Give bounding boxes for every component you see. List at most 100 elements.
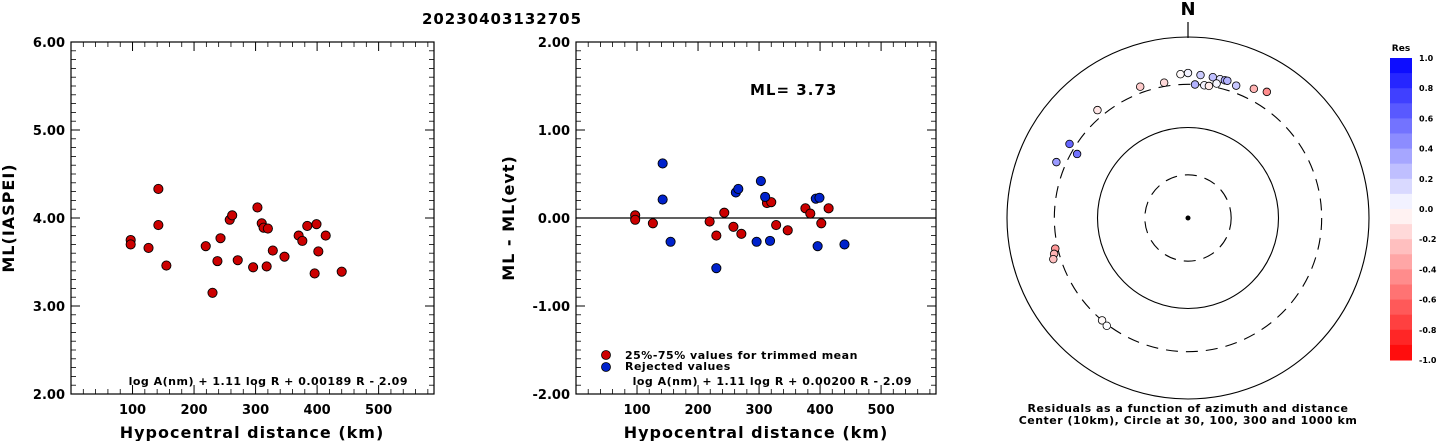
station-point	[1176, 70, 1185, 79]
event-title: 20230403132705	[422, 10, 582, 28]
plot2-point	[839, 239, 850, 250]
plot1-xtick-label: 300	[242, 403, 269, 418]
plot2-ytick-label: 0.00	[538, 212, 570, 227]
colorbar-tick-label: 1.0	[1419, 54, 1434, 63]
colorbar-cell	[1390, 163, 1412, 180]
station-point	[1102, 321, 1111, 330]
plot1-point	[227, 210, 238, 221]
station-point	[1223, 76, 1232, 85]
plot1-ytick-label: 2.00	[33, 388, 65, 403]
north-label: N	[1180, 0, 1195, 20]
azimuth-distance-residual-plot: N Residuals as a function of azimuth and…	[1006, 0, 1370, 427]
station-point	[1231, 81, 1241, 90]
plot2-xtick-label: 100	[623, 403, 650, 418]
plot1-point	[302, 220, 313, 231]
distance-ring	[1144, 174, 1232, 262]
colorbar-cell	[1390, 118, 1412, 134]
colorbar-cell	[1390, 148, 1412, 165]
plot2-point	[782, 225, 793, 236]
plot1-xtick-label: 400	[304, 403, 331, 418]
legend-label-rejected: Rejected values	[625, 360, 731, 373]
colorbar-tick-label: -0.4	[1419, 265, 1437, 274]
colorbar-tick-label: -0.2	[1419, 235, 1437, 244]
plot1-point	[320, 230, 331, 241]
colorbar-cell	[1390, 224, 1412, 240]
plot2-point	[814, 192, 825, 203]
plot2-point	[704, 216, 715, 227]
colorbar-tick-label: 0.2	[1419, 175, 1433, 184]
station-point	[1204, 81, 1214, 91]
plot2-point	[812, 241, 823, 252]
plot1-point	[297, 235, 308, 246]
colorbar-cells	[1390, 58, 1412, 361]
plot1-point	[232, 255, 243, 266]
plot2-point	[823, 203, 834, 214]
plot2-point	[665, 236, 676, 247]
plot1-point	[262, 223, 273, 234]
plot2-xtick-label: 500	[868, 403, 895, 418]
plot2-point	[771, 219, 782, 231]
plot1-xlabel: Hypocentral distance (km)	[120, 423, 385, 441]
plot2-point	[755, 175, 766, 187]
colorbar-title: Res	[1392, 44, 1410, 54]
colorbar-cell	[1390, 103, 1412, 119]
distance-ring	[1006, 36, 1370, 400]
station-point	[1097, 316, 1107, 325]
plot1-point	[311, 219, 322, 230]
plot2-ytick-label: 2.00	[538, 36, 570, 51]
plot1-point	[215, 233, 226, 244]
plot1-point	[279, 251, 290, 262]
station-point	[1249, 84, 1259, 94]
station-point	[1072, 149, 1082, 159]
distance-ring	[1053, 83, 1323, 353]
plot2-ytick-label: 1.00	[538, 124, 570, 139]
plot2-point	[719, 207, 730, 218]
colorbar-tick-label: -1.0	[1419, 356, 1437, 365]
magnitude-vs-distance-plot: 100 200 300 400 500 2.00 3.00 4.00 5.00 6.00 Hypo…	[0, 36, 435, 441]
station-point	[1196, 70, 1205, 80]
station-point	[1262, 87, 1272, 97]
colorbar-cell	[1390, 239, 1412, 255]
colorbar-tick-label: -0.8	[1419, 326, 1437, 335]
plot2-formula: log A(nm) + 1.11 log R + 0.00200 R - 2.0…	[633, 375, 912, 388]
plot1-ytick-label: 3.00	[33, 300, 65, 315]
colorbar-cell	[1390, 329, 1412, 346]
colorbar-cell	[1390, 254, 1412, 270]
station-point	[1136, 82, 1145, 91]
plot1-ytick-label: 6.00	[33, 36, 65, 51]
plot1-point	[143, 242, 154, 253]
plot2-xtick-label: 300	[745, 403, 772, 418]
colorbar-cell	[1390, 178, 1412, 195]
plot1-ytick-label: 4.00	[33, 212, 65, 227]
residual-colorbar: Res 1.0 0.8 0.6 0.4 0.2 0.0 -0.2 -0.4 -0.6 -0.8 -1…	[1390, 44, 1437, 365]
plot1-ylabel: ML(IASPEI)	[0, 163, 18, 272]
residual-vs-distance-plot: 100 200 300 400 500 -2.00 -1.00 0.00 1.00 2.00 ML…	[499, 36, 937, 441]
plot1-point	[261, 261, 272, 272]
station-point	[1052, 157, 1061, 167]
plot1-ytick-label: 5.00	[33, 124, 65, 139]
plot2-point	[760, 191, 771, 202]
plot2-point	[764, 235, 776, 246]
colorbar-cell	[1390, 209, 1412, 225]
plot1-xtick-label: 100	[119, 403, 146, 418]
plot2-ytick-label: -2.00	[533, 388, 570, 403]
plot2-point	[657, 194, 668, 205]
colorbar-cell	[1390, 88, 1412, 104]
plot1-point	[309, 268, 320, 279]
plot2-xtick-label: 400	[806, 403, 833, 418]
plot1-point	[161, 260, 172, 271]
legend-label-trimmed: 25%-75% values for trimmed mean	[625, 349, 858, 362]
station-point	[1065, 139, 1074, 149]
plot1-xtick-label: 200	[180, 403, 207, 418]
colorbar-cell	[1390, 344, 1412, 361]
plot1-point	[248, 262, 259, 273]
plot1-point	[252, 202, 263, 213]
plot1-point	[125, 239, 136, 250]
plot1-point	[200, 241, 211, 252]
station-point	[1212, 79, 1221, 88]
colorbar-cell	[1390, 284, 1412, 301]
plot2-point	[816, 218, 827, 229]
plot2-xlabel: Hypocentral distance (km)	[624, 423, 889, 441]
colorbar-cell	[1390, 193, 1412, 210]
colorbar-cell	[1390, 58, 1412, 74]
